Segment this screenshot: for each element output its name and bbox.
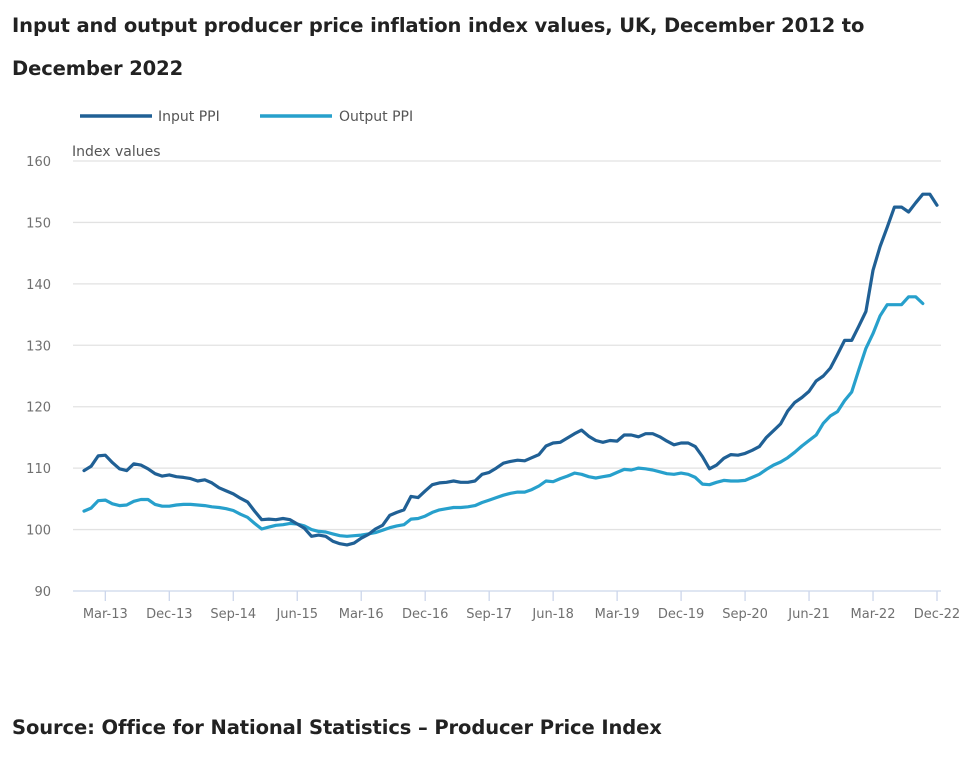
x-tick-label: Jun-15 (275, 607, 318, 622)
x-tick-label: Jun-21 (787, 607, 830, 622)
series-line-output-ppi (82, 295, 925, 538)
chart-title: Input and output producer price inflatio… (12, 14, 865, 80)
legend-item-input-ppi[interactable]: Input PPI (80, 109, 220, 125)
x-tick-label: Sep-17 (466, 607, 512, 622)
series-line-input-ppi (82, 192, 939, 547)
legend-item-output-ppi[interactable]: Output PPI (260, 109, 413, 125)
y-tick-label: 120 (26, 401, 51, 416)
x-tick-label: Mar-19 (595, 607, 640, 622)
legend: Input PPI Output PPI (80, 109, 413, 125)
x-tick-label: Sep-14 (210, 607, 256, 622)
x-axis: Mar-13 Dec-13 Sep-14 Jun-15 Mar-16 Dec-16 Sep-… (73, 590, 960, 622)
y-axis-title: Index values (72, 144, 161, 160)
y-tick-label: 100 (26, 524, 51, 539)
y-tick-label: 110 (26, 462, 51, 477)
x-tick-label: Mar-16 (339, 607, 384, 622)
x-tick-label: Dec-22 (914, 607, 960, 622)
source-note: Source: Office for National Statistics –… (12, 716, 662, 739)
y-tick-label: 150 (26, 216, 51, 231)
legend-label: Output PPI (339, 109, 413, 125)
y-tick-label: 130 (26, 339, 51, 354)
y-tick-label: 160 (26, 155, 51, 170)
y-axis: 90 100 110 120 130 140 150 160 (26, 155, 51, 600)
x-tick-label: Mar-22 (851, 607, 896, 622)
y-tick-label: 90 (34, 585, 51, 600)
x-tick-label: Sep-20 (722, 607, 768, 622)
y-tick-label: 140 (26, 278, 51, 293)
series-lines (82, 192, 939, 547)
x-tick-label: Jun-18 (531, 607, 574, 622)
gridlines (73, 160, 941, 531)
x-tick-label: Dec-13 (146, 607, 192, 622)
line-chart: Input PPI Output PPI Index values 90 100 11… (26, 109, 960, 622)
x-tick-label: Dec-16 (402, 607, 448, 622)
x-tick-label: Mar-13 (83, 607, 128, 622)
legend-label: Input PPI (158, 109, 220, 125)
x-tick-label: Dec-19 (658, 607, 704, 622)
